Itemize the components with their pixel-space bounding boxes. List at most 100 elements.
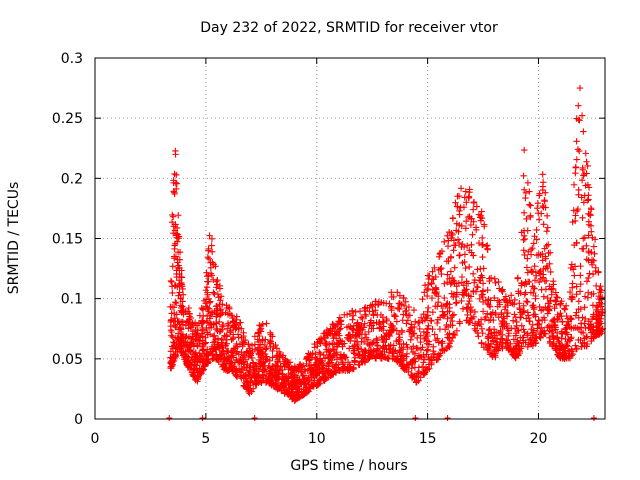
data-point bbox=[179, 291, 187, 298]
data-point bbox=[232, 371, 239, 378]
data-point bbox=[328, 356, 336, 364]
data-point bbox=[407, 371, 415, 379]
data-point bbox=[432, 273, 439, 281]
data-point bbox=[415, 319, 423, 326]
data-point bbox=[454, 236, 462, 243]
data-point bbox=[379, 314, 387, 321]
data-point bbox=[185, 304, 193, 312]
data-point bbox=[529, 302, 536, 310]
data-point bbox=[194, 342, 201, 350]
data-point bbox=[589, 328, 596, 335]
data-point bbox=[425, 361, 433, 368]
data-point bbox=[350, 325, 357, 333]
data-point bbox=[534, 204, 541, 212]
data-point bbox=[532, 313, 539, 320]
data-point bbox=[581, 304, 588, 311]
data-point bbox=[394, 304, 402, 312]
data-point bbox=[520, 326, 527, 333]
data-point bbox=[523, 264, 531, 271]
data-point bbox=[555, 338, 562, 345]
data-point bbox=[585, 196, 592, 203]
data-point bbox=[444, 300, 451, 307]
data-point bbox=[473, 226, 480, 233]
data-point bbox=[594, 303, 601, 311]
data-point bbox=[415, 354, 422, 362]
data-point bbox=[229, 347, 237, 355]
data-point bbox=[199, 367, 206, 374]
data-point bbox=[532, 295, 539, 302]
data-points bbox=[167, 84, 606, 405]
data-point bbox=[205, 247, 212, 254]
data-point bbox=[350, 365, 357, 373]
data-point bbox=[429, 350, 437, 358]
data-point bbox=[350, 348, 357, 356]
data-point bbox=[186, 310, 193, 317]
data-point bbox=[431, 331, 438, 338]
data-point bbox=[425, 322, 432, 329]
data-point bbox=[406, 327, 413, 335]
data-point bbox=[598, 300, 606, 307]
data-point bbox=[503, 309, 511, 317]
data-point bbox=[314, 343, 321, 350]
data-point bbox=[261, 341, 269, 349]
data-point bbox=[213, 284, 220, 291]
data-point bbox=[209, 350, 216, 358]
data-point bbox=[575, 306, 582, 313]
data-point bbox=[443, 301, 450, 308]
data-point bbox=[265, 378, 273, 386]
data-point bbox=[590, 311, 597, 318]
data-point bbox=[382, 342, 389, 349]
data-point bbox=[208, 248, 216, 256]
data-point bbox=[461, 286, 468, 294]
data-point bbox=[520, 236, 527, 244]
data-point bbox=[313, 372, 320, 379]
data-point bbox=[316, 349, 323, 356]
data-point bbox=[393, 337, 400, 345]
data-point bbox=[226, 305, 233, 313]
data-point bbox=[529, 244, 536, 252]
chart-title: Day 232 of 2022, SRMTID for receiver vto… bbox=[200, 20, 498, 36]
data-point bbox=[494, 303, 501, 310]
data-point bbox=[374, 347, 382, 355]
data-point bbox=[469, 231, 476, 238]
data-point bbox=[485, 301, 493, 309]
data-point bbox=[540, 221, 547, 228]
data-point bbox=[269, 354, 276, 361]
data-point bbox=[263, 345, 270, 352]
data-point bbox=[597, 289, 604, 296]
data-point bbox=[524, 343, 531, 350]
data-point bbox=[480, 265, 487, 272]
data-point bbox=[521, 251, 528, 259]
data-point bbox=[527, 202, 534, 209]
data-point bbox=[259, 374, 266, 382]
data-point bbox=[588, 259, 595, 266]
data-point bbox=[436, 325, 444, 333]
data-point bbox=[463, 305, 470, 313]
data-point bbox=[465, 263, 473, 271]
data-point bbox=[497, 336, 505, 343]
data-point bbox=[588, 337, 595, 345]
data-point bbox=[562, 335, 569, 343]
data-point bbox=[202, 300, 209, 307]
data-point bbox=[540, 271, 547, 278]
data-point bbox=[528, 268, 535, 275]
data-point bbox=[230, 333, 237, 341]
data-point bbox=[465, 319, 472, 326]
data-point bbox=[214, 277, 221, 284]
data-point bbox=[418, 363, 426, 370]
x-tick-label: 5 bbox=[201, 431, 210, 447]
data-point bbox=[352, 308, 359, 316]
data-point bbox=[550, 277, 557, 285]
data-point bbox=[568, 316, 575, 323]
data-point bbox=[479, 280, 487, 287]
data-point bbox=[167, 277, 175, 285]
data-point bbox=[208, 235, 216, 242]
data-point bbox=[361, 305, 368, 312]
data-point bbox=[386, 331, 393, 338]
data-point bbox=[444, 232, 451, 240]
data-point bbox=[466, 186, 473, 193]
data-point bbox=[462, 225, 470, 232]
data-point bbox=[592, 306, 600, 314]
data-point bbox=[253, 381, 260, 388]
data-point bbox=[240, 358, 247, 365]
